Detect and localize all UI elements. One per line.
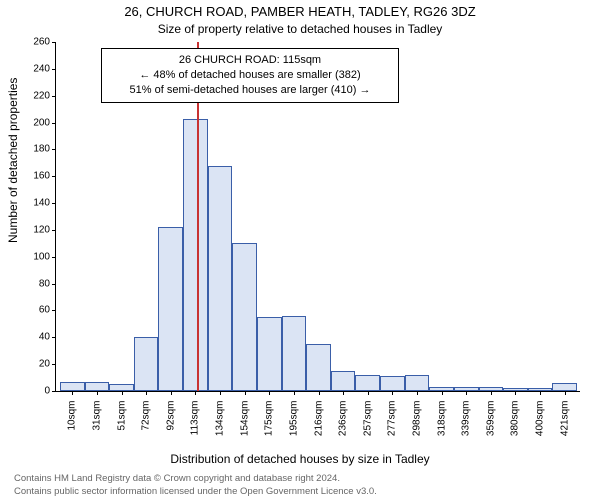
x-axis-label: Distribution of detached houses by size …: [0, 452, 600, 466]
x-tick-mark: [294, 391, 295, 395]
y-tick-mark: [52, 123, 56, 124]
y-tick-mark: [52, 337, 56, 338]
footer: Contains HM Land Registry data © Crown c…: [14, 473, 377, 498]
x-tick-label: 216sqm: [313, 401, 324, 449]
annotation-box: 26 CHURCH ROAD: 115sqm← 48% of detached …: [101, 48, 399, 103]
bar: [306, 344, 331, 391]
x-tick-label: 257sqm: [362, 401, 373, 449]
bar: [232, 243, 257, 391]
x-tick-label: 175sqm: [264, 401, 275, 449]
chart-subtitle: Size of property relative to detached ho…: [0, 22, 600, 36]
x-tick-mark: [392, 391, 393, 395]
bar: [183, 119, 208, 391]
x-tick-mark: [466, 391, 467, 395]
y-tick-mark: [52, 42, 56, 43]
x-tick-label: 113sqm: [190, 401, 201, 449]
bar: [355, 375, 380, 391]
y-tick-label: 200: [20, 117, 50, 128]
y-tick-mark: [52, 284, 56, 285]
y-tick-mark: [52, 176, 56, 177]
y-tick-mark: [52, 69, 56, 70]
y-tick-label: 60: [20, 305, 50, 316]
x-tick-mark: [171, 391, 172, 395]
y-tick-label: 140: [20, 198, 50, 209]
x-tick-label: 277sqm: [387, 401, 398, 449]
y-tick-label: 0: [20, 386, 50, 397]
y-tick-mark: [52, 203, 56, 204]
x-tick-label: 380sqm: [510, 401, 521, 449]
y-tick-mark: [52, 391, 56, 392]
x-tick-mark: [245, 391, 246, 395]
x-tick-label: 134sqm: [215, 401, 226, 449]
footer-line-2: Contains public sector information licen…: [14, 486, 377, 498]
bar: [552, 383, 577, 391]
y-tick-label: 40: [20, 332, 50, 343]
y-tick-label: 180: [20, 144, 50, 155]
bar: [380, 376, 405, 391]
x-tick-mark: [122, 391, 123, 395]
x-tick-label: 318sqm: [436, 401, 447, 449]
bar: [158, 227, 183, 391]
x-tick-label: 31sqm: [91, 401, 102, 449]
x-tick-label: 339sqm: [461, 401, 472, 449]
y-tick-label: 220: [20, 90, 50, 101]
x-tick-mark: [146, 391, 147, 395]
x-tick-mark: [269, 391, 270, 395]
annotation-line: 51% of semi-detached houses are larger (…: [110, 83, 390, 98]
x-tick-mark: [72, 391, 73, 395]
footer-line-1: Contains HM Land Registry data © Crown c…: [14, 473, 377, 485]
x-tick-mark: [540, 391, 541, 395]
y-tick-label: 100: [20, 251, 50, 262]
y-tick-label: 20: [20, 359, 50, 370]
y-tick-mark: [52, 149, 56, 150]
annotation-line: ← 48% of detached houses are smaller (38…: [110, 68, 390, 83]
x-tick-label: 359sqm: [485, 401, 496, 449]
bar: [85, 382, 110, 391]
y-tick-mark: [52, 230, 56, 231]
x-tick-label: 72sqm: [141, 401, 152, 449]
bar: [405, 375, 430, 391]
x-tick-label: 421sqm: [559, 401, 570, 449]
x-tick-label: 10sqm: [67, 401, 78, 449]
x-tick-label: 92sqm: [165, 401, 176, 449]
x-tick-label: 298sqm: [411, 401, 422, 449]
histogram-chart: 26, CHURCH ROAD, PAMBER HEATH, TADLEY, R…: [0, 0, 600, 500]
x-tick-mark: [515, 391, 516, 395]
x-tick-label: 51sqm: [116, 401, 127, 449]
chart-title: 26, CHURCH ROAD, PAMBER HEATH, TADLEY, R…: [0, 4, 600, 19]
bar: [331, 371, 356, 391]
x-tick-mark: [491, 391, 492, 395]
y-tick-label: 160: [20, 171, 50, 182]
bar: [257, 317, 282, 391]
y-tick-label: 120: [20, 224, 50, 235]
y-tick-label: 240: [20, 63, 50, 74]
x-tick-label: 154sqm: [239, 401, 250, 449]
bar: [208, 166, 233, 392]
plot-area: 02040608010012014016018020022024026010sq…: [55, 42, 580, 392]
y-axis-label: Number of detached properties: [6, 78, 20, 243]
y-tick-mark: [52, 96, 56, 97]
x-tick-mark: [442, 391, 443, 395]
y-tick-label: 80: [20, 278, 50, 289]
x-tick-mark: [97, 391, 98, 395]
x-tick-mark: [343, 391, 344, 395]
x-tick-label: 236sqm: [338, 401, 349, 449]
x-tick-mark: [417, 391, 418, 395]
y-tick-mark: [52, 310, 56, 311]
bar: [134, 337, 159, 391]
x-tick-label: 195sqm: [288, 401, 299, 449]
x-tick-mark: [195, 391, 196, 395]
y-tick-mark: [52, 364, 56, 365]
annotation-line: 26 CHURCH ROAD: 115sqm: [110, 53, 390, 68]
bar: [282, 316, 307, 391]
x-tick-mark: [319, 391, 320, 395]
y-tick-label: 260: [20, 37, 50, 48]
bar: [109, 384, 134, 391]
x-tick-mark: [220, 391, 221, 395]
x-tick-mark: [565, 391, 566, 395]
y-tick-mark: [52, 257, 56, 258]
x-tick-label: 400sqm: [535, 401, 546, 449]
bar: [60, 382, 85, 391]
x-tick-mark: [368, 391, 369, 395]
